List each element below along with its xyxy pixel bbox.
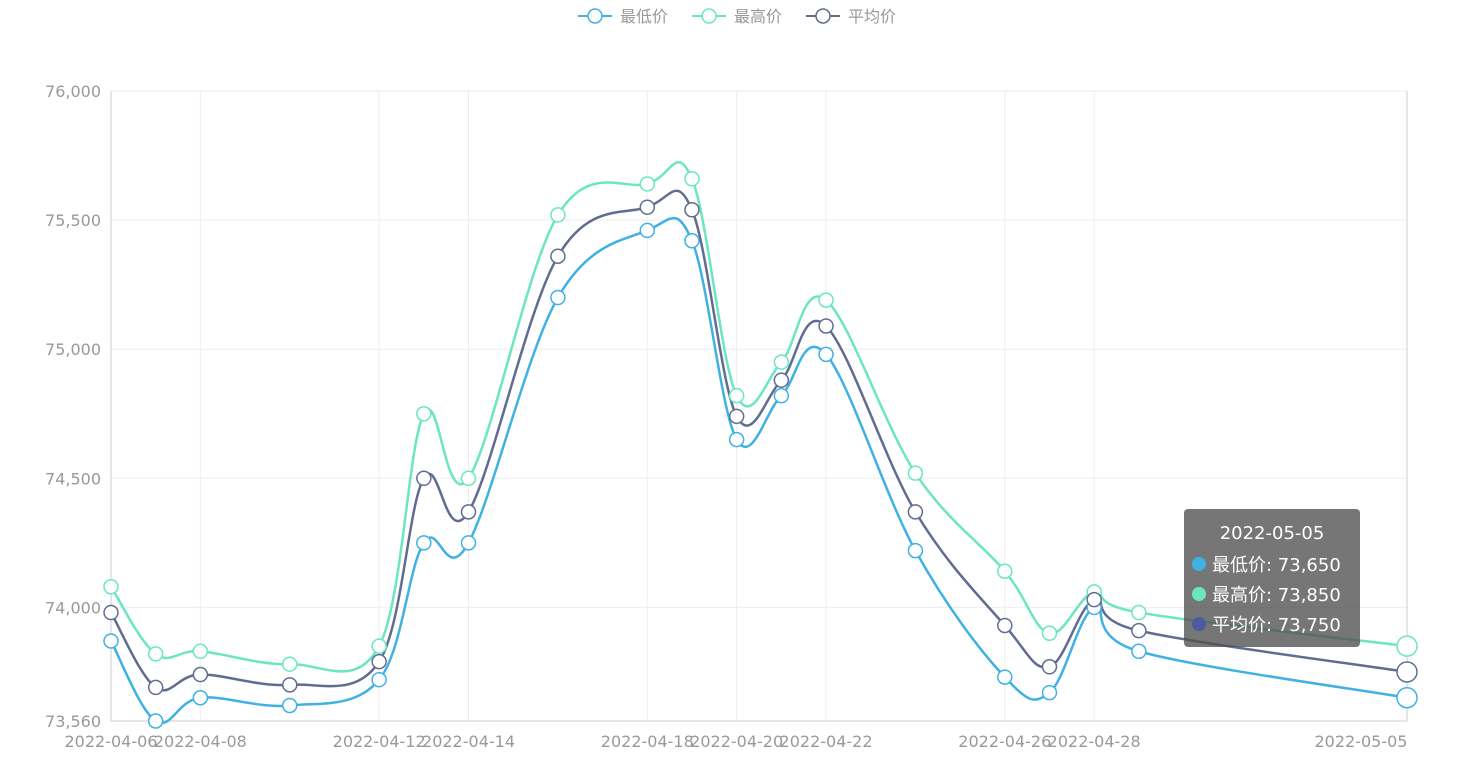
data-point-high xyxy=(192,643,209,660)
data-point-avg xyxy=(147,679,164,696)
tooltip: 2022-05-05 最低价: 73,650 最高价: 73,850 平均价: … xyxy=(1184,509,1360,647)
legend-label-avg: 平均价 xyxy=(848,7,896,26)
x-tick-label: 2022-04-06 xyxy=(65,732,158,751)
data-point-avg xyxy=(416,470,432,487)
data-point-avg xyxy=(684,202,700,218)
data-point-high xyxy=(639,176,656,192)
data-point-low xyxy=(1131,643,1147,660)
data-point-high xyxy=(416,405,432,422)
tooltip-title: 2022-05-05 xyxy=(1219,523,1325,544)
axis-layer: 73,560 74,000 74,500 75,000 75,500 76,000 2022… xyxy=(45,82,1408,751)
data-point-high xyxy=(460,470,477,487)
data-point-avg xyxy=(907,504,924,520)
data-point-low xyxy=(371,671,387,688)
data-point-low xyxy=(728,431,745,448)
data-point-low xyxy=(997,669,1013,685)
data-point-high xyxy=(147,646,164,662)
data-point-avg xyxy=(773,372,790,388)
data-point-high xyxy=(1396,635,1418,657)
grid-layer xyxy=(110,90,1408,722)
data-point-avg xyxy=(1086,591,1102,608)
y-tick-label: 75,000 xyxy=(45,340,101,359)
data-point-avg xyxy=(1396,661,1418,683)
series-layer xyxy=(103,161,1418,729)
y-tick-label: 76,000 xyxy=(45,82,101,101)
x-tick-label: 2022-04-12 xyxy=(333,732,426,751)
tooltip-label-avg: 平均价: 73,750 xyxy=(1212,615,1341,636)
tooltip-row-low: 最低价: 73,650 xyxy=(1192,549,1352,579)
legend[interactable]: 最低价 最高价 平均价 xyxy=(578,7,896,26)
data-point-high xyxy=(1131,604,1147,621)
data-point-low xyxy=(1396,687,1418,709)
data-point-high xyxy=(997,563,1013,579)
data-point-low xyxy=(684,233,700,249)
data-point-high xyxy=(282,656,298,672)
x-tick-label: 2022-04-08 xyxy=(154,732,247,751)
data-point-high xyxy=(728,387,745,404)
data-point-avg xyxy=(1131,622,1147,639)
data-point-high xyxy=(371,638,387,654)
legend-label-low: 最低价 xyxy=(620,7,668,26)
tooltip-row-high: 最高价: 73,850 xyxy=(1192,579,1352,609)
data-point-high xyxy=(550,207,566,223)
x-tick-label: 2022-04-20 xyxy=(690,732,783,751)
data-point-avg xyxy=(639,199,656,215)
data-point-avg xyxy=(192,666,209,683)
tooltip-label-low: 最低价: 73,650 xyxy=(1212,555,1341,576)
data-point-low xyxy=(416,535,432,551)
tooltip-row-avg: 平均价: 73,750 xyxy=(1192,609,1352,639)
tooltip-marker-low xyxy=(1192,557,1206,571)
x-tick-label: 2022-04-26 xyxy=(958,732,1051,751)
data-point-avg xyxy=(282,677,298,693)
data-point-avg xyxy=(371,653,387,670)
tooltip-marker-avg xyxy=(1192,617,1206,631)
x-tick-label: 2022-04-28 xyxy=(1048,732,1141,751)
legend-marker-low xyxy=(587,8,603,24)
x-tick-label: 2022-04-14 xyxy=(422,732,515,751)
data-point-low xyxy=(282,697,298,714)
data-point-avg xyxy=(728,408,745,425)
y-tick-label: 74,000 xyxy=(45,598,101,617)
tooltip-label-high: 最高价: 73,850 xyxy=(1212,585,1341,606)
x-tick-label: 2022-04-18 xyxy=(601,732,694,751)
data-point-low xyxy=(192,690,209,706)
data-point-high xyxy=(684,171,700,187)
data-point-avg xyxy=(550,248,566,264)
data-point-high xyxy=(103,578,119,595)
series-line-low xyxy=(109,216,1408,725)
data-point-avg xyxy=(1041,659,1058,675)
data-point-high xyxy=(818,292,834,308)
legend-label-high: 最高价 xyxy=(734,7,782,26)
data-point-high xyxy=(1041,625,1058,641)
tooltip-marker-high xyxy=(1192,587,1206,601)
data-point-high xyxy=(907,465,924,481)
data-point-avg xyxy=(460,504,477,520)
data-point-low xyxy=(550,289,566,306)
data-point-avg xyxy=(997,617,1013,634)
data-point-low xyxy=(907,542,924,559)
data-point-low xyxy=(639,222,656,239)
x-tick-label: 2022-04-22 xyxy=(780,732,873,751)
y-tick-label: 73,560 xyxy=(45,712,101,731)
y-tick-label: 74,500 xyxy=(45,469,101,488)
data-point-low xyxy=(818,346,834,363)
data-point-high xyxy=(773,354,790,370)
data-point-low xyxy=(1041,684,1058,701)
data-point-avg xyxy=(103,604,119,621)
data-point-low xyxy=(460,535,477,551)
data-point-low xyxy=(103,633,119,649)
data-point-low xyxy=(773,387,790,404)
legend-marker-high xyxy=(701,8,717,24)
data-point-avg xyxy=(818,318,834,334)
data-point-low xyxy=(147,713,164,729)
y-tick-label: 75,500 xyxy=(45,211,101,230)
x-tick-label: 2022-05-05 xyxy=(1315,732,1408,751)
legend-marker-avg xyxy=(815,8,831,24)
